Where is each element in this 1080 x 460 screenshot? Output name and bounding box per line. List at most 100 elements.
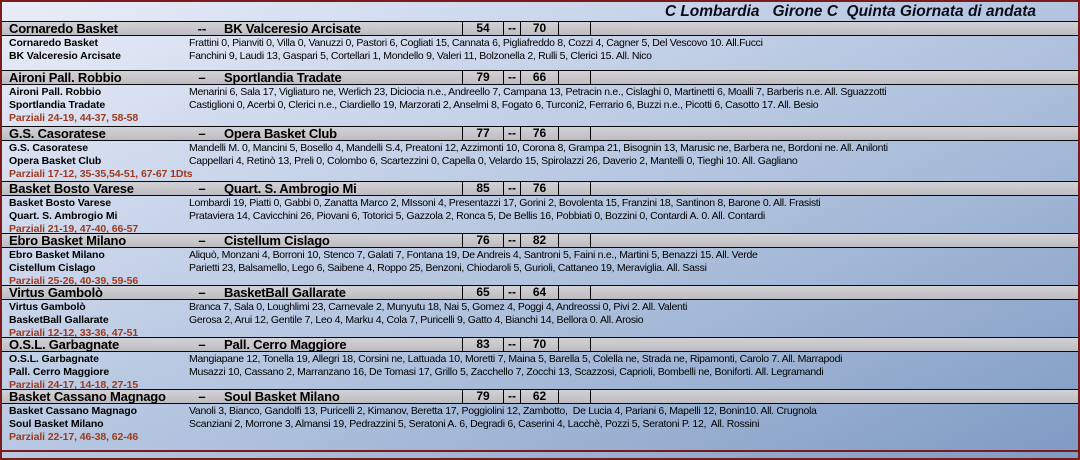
home-roster-row: Cornaredo Basket Frattini 0, Pianviti 0,… [2,37,1078,50]
score-empty-cell [558,182,591,195]
game-block: Virtus Gambolò – BasketBall Gallarate 65… [2,285,1078,340]
score-empty-cell [558,286,591,299]
home-roster-row: Aironi Pall. Robbio Menarini 6, Sala 17,… [2,86,1078,99]
away-team-name: Cistellum Cislago [224,233,330,248]
home-score-cell: 85 [462,182,503,195]
away-roster-row: Sportlandia Tradate Castiglioni 0, Acerb… [2,99,1078,112]
score-empty-cell [558,390,591,403]
away-roster-row: BK Valceresio Arcisate Fanchini 9, Laudi… [2,50,1078,63]
away-roster-row: Pall. Cerro Maggiore Musazzi 10, Cassano… [2,366,1078,379]
game-header-bar: G.S. Casoratese – Opera Basket Club 77 -… [2,126,1078,141]
roster-players: Lombardi 19, Piatti 0, Gabbi 0, Zanatta … [189,197,821,209]
home-roster-row: Virtus Gambolò Branca 7, Sala 0, Loughli… [2,301,1078,314]
roster-players: Parietti 23, Balsamello, Lego 6, Saibene… [189,262,707,274]
roster-players: Aliquò, Monzani 4, Borroni 10, Stenco 7,… [189,249,758,261]
roster-team-name: Pall. Cerro Maggiore [9,366,110,378]
home-roster-row: G.S. Casoratese Mandelli M. 0, Mancini 5… [2,142,1078,155]
game-block: Basket Bosto Varese – Quart. S. Ambrogio… [2,181,1078,236]
roster-team-name: G.S. Casoratese [9,142,89,154]
home-team-name: G.S. Casoratese [9,126,106,141]
roster-players: Gerosa 2, Arui 12, Gentile 7, Leo 4, Mar… [189,314,644,326]
away-team-name: Quart. S. Ambrogio Mi [224,181,357,196]
away-score-cell: 76 [520,127,558,140]
home-team-name: Basket Cassano Magnago [9,389,166,404]
partial-scores: Parziali 12-12, 33-36, 47-51 [9,327,139,339]
home-roster-row: Basket Cassano Magnago Vanoli 3, Bianco,… [2,405,1078,418]
roster-players: Mandelli M. 0, Mancini 5, Bosello 4, Man… [189,142,888,154]
home-score-cell: 79 [462,71,503,84]
home-roster-row: Ebro Basket Milano Aliquò, Monzani 4, Bo… [2,249,1078,262]
home-team-name: Ebro Basket Milano [9,233,127,248]
roster-team-name: Quart. S. Ambrogio Mi [9,210,118,222]
roster-team-name: Virtus Gambolò [9,301,86,313]
score-separator-cell: -- [503,286,520,299]
roster-team-name: Soul Basket Milano [9,418,104,430]
roster-players: Musazzi 10, Cassano 2, Marranzano 16, De… [189,366,824,378]
partial-scores: Parziali 17-12, 35-35,54-51, 67-67 1Dts [9,168,193,180]
game-block: Ebro Basket Milano – Cistellum Cislago 7… [2,233,1078,288]
partial-scores: Parziali 22-17, 46-38, 62-46 [9,431,139,443]
score-separator-cell: -- [503,182,520,195]
roster-team-name: Cistellum Cislago [9,262,96,274]
bottom-divider [2,450,1078,452]
away-score-cell: 82 [520,234,558,247]
teams-separator: – [198,389,206,404]
game-header-bar: Basket Cassano Magnago – Soul Basket Mil… [2,389,1078,404]
away-score-cell: 64 [520,286,558,299]
score-separator-cell: -- [503,71,520,84]
roster-players: Menarini 6, Sala 17, Vigliaturo ne, Werl… [189,86,887,98]
roster-team-name: Ebro Basket Milano [9,249,105,261]
away-score-cell: 62 [520,390,558,403]
roster-team-name: Cornaredo Basket [9,37,98,49]
home-roster-row: O.S.L. Garbagnate Mangiapane 12, Tonella… [2,353,1078,366]
home-score-cell: 83 [462,338,503,351]
home-team-name: Cornaredo Basket [9,21,118,36]
page-title: C Lombardia Girone C Quinta Giornata di … [664,3,1036,20]
away-team-name: Pall. Cerro Maggiore [224,337,347,352]
teams-separator: – [198,337,206,352]
teams-separator: -- [197,21,207,36]
home-team-name: Basket Bosto Varese [9,181,134,196]
roster-team-name: O.S.L. Garbagnate [9,353,99,365]
away-score-cell: 70 [520,338,558,351]
away-team-name: BK Valceresio Arcisate [224,21,361,36]
roster-team-name: Basket Cassano Magnago [9,405,137,417]
partial-scores: Parziali 25-26, 40-39, 59-56 [9,275,139,287]
away-score-cell: 70 [520,22,558,35]
home-score-cell: 65 [462,286,503,299]
teams-separator: – [198,233,206,248]
roster-players: Fanchini 9, Laudi 13, Gaspari 5, Cortell… [189,50,652,62]
roster-players: Mangiapane 12, Tonella 19, Allegri 18, C… [189,353,843,365]
game-block: Basket Cassano Magnago – Soul Basket Mil… [2,389,1078,444]
roster-players: Scanziani 2, Morrone 3, Almansi 19, Pedr… [189,418,760,430]
roster-team-name: Aironi Pall. Robbio [9,86,102,98]
game-header-bar: Basket Bosto Varese – Quart. S. Ambrogio… [2,181,1078,196]
teams-separator: – [198,285,206,300]
roster-team-name: Basket Bosto Varese [9,197,111,209]
score-empty-cell [558,338,591,351]
partial-scores: Parziali 21-19, 47-40, 66-57 [9,223,139,235]
away-score-cell: 66 [520,71,558,84]
roster-players: Castiglioni 0, Acerbi 0, Clerici n.e., C… [189,99,819,111]
home-team-name: Virtus Gambolò [9,285,103,300]
away-roster-row: Soul Basket Milano Scanziani 2, Morrone … [2,418,1078,431]
score-separator-cell: -- [503,127,520,140]
away-team-name: BasketBall Gallarate [224,285,346,300]
home-team-name: O.S.L. Garbagnate [9,337,120,352]
away-score-cell: 76 [520,182,558,195]
game-header-bar: O.S.L. Garbagnate – Pall. Cerro Maggiore… [2,337,1078,352]
away-team-name: Soul Basket Milano [224,389,340,404]
game-block: Aironi Pall. Robbio – Sportlandia Tradat… [2,70,1078,125]
roster-team-name: BK Valceresio Arcisate [9,50,121,62]
roster-team-name: Opera Basket Club [9,155,102,167]
score-separator-cell: -- [503,234,520,247]
away-roster-row: Cistellum Cislago Parietti 23, Balsamell… [2,262,1078,275]
game-header-bar: Aironi Pall. Robbio – Sportlandia Tradat… [2,70,1078,85]
score-empty-cell [558,127,591,140]
game-header-bar: Cornaredo Basket -- BK Valceresio Arcisa… [2,21,1078,36]
home-team-name: Aironi Pall. Robbio [9,70,122,85]
away-roster-row: Quart. S. Ambrogio Mi Prataviera 14, Cav… [2,210,1078,223]
score-separator-cell: -- [503,390,520,403]
